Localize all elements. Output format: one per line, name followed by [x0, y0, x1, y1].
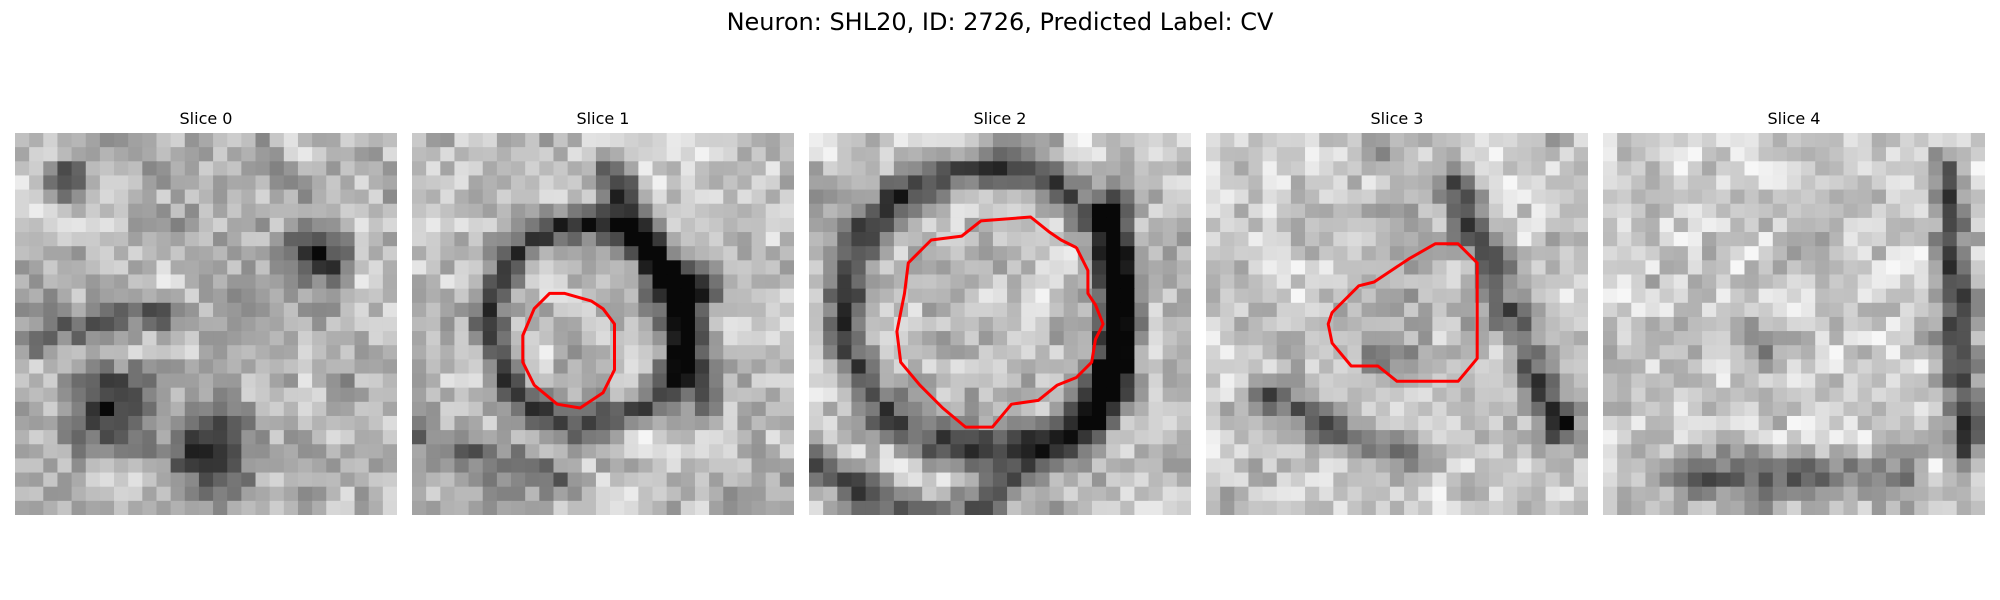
slice-title: Slice 3 [1370, 109, 1424, 128]
slice-panel-3: Slice 3 [1206, 108, 1588, 515]
slice-panel-2: Slice 2 [809, 108, 1191, 515]
slice-title: Slice 0 [179, 109, 233, 128]
slice-image-1 [412, 133, 794, 515]
pixel-grid [1206, 133, 1588, 515]
roi-outline [1326, 242, 1479, 383]
pixel-grid [412, 133, 794, 515]
roi-outline [521, 291, 616, 410]
pixel-grid [809, 133, 1191, 515]
slice-title: Slice 1 [576, 109, 630, 128]
slice-image-3 [1206, 133, 1588, 515]
slice-image-4 [1603, 133, 1985, 515]
pixel-grid [1603, 133, 1985, 515]
slice-image-0 [15, 133, 397, 515]
slice-title: Slice 2 [973, 109, 1027, 128]
slice-panel-4: Slice 4 [1603, 108, 1985, 515]
pixel-grid [15, 133, 397, 515]
slice-panel-0: Slice 0 [15, 108, 397, 515]
slice-panel-1: Slice 1 [412, 108, 794, 515]
slice-image-2 [809, 133, 1191, 515]
figure-title: Neuron: SHL20, ID: 2726, Predicted Label… [726, 8, 1274, 36]
slice-title: Slice 4 [1767, 109, 1821, 128]
roi-outline [895, 215, 1105, 429]
